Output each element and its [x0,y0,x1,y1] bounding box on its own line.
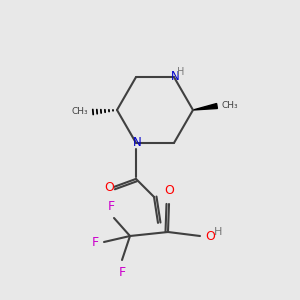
Text: F: F [92,236,99,248]
Text: N: N [171,70,179,83]
Text: F: F [118,266,126,279]
Text: N: N [133,136,141,149]
Text: H: H [214,227,222,237]
Polygon shape [193,103,218,110]
Text: CH₃: CH₃ [71,107,88,116]
Text: O: O [104,182,114,194]
Text: F: F [107,200,115,213]
Text: O: O [164,184,174,197]
Text: CH₃: CH₃ [222,101,238,110]
Text: O: O [205,230,215,242]
Text: H: H [177,67,185,77]
